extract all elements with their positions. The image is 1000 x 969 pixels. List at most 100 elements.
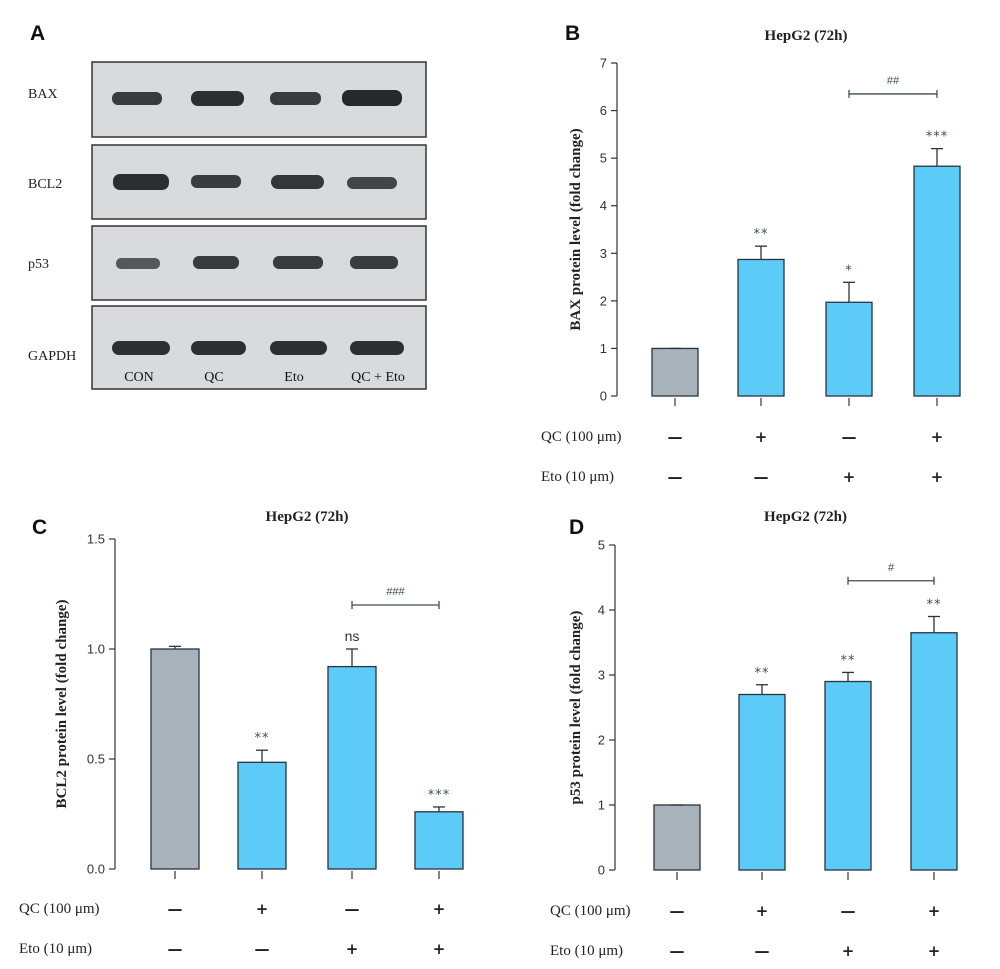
y-tick-label: 3 [598,668,605,683]
y-tick-label: 1 [600,341,607,356]
significance-label: *** [926,130,949,145]
comparison-label: ### [386,586,405,598]
band [113,174,169,190]
band [350,341,404,355]
panel-letter: B [565,22,580,45]
blot-strip-gapdh [91,305,427,390]
eto-treatment-sign: — [754,468,769,486]
comparison-label: ## [887,75,900,87]
significance-label: *** [428,788,451,803]
blot-row-label-bcl2: BCL2 [28,177,62,192]
significance-label: ** [841,653,856,668]
y-tick-label: 5 [598,538,605,553]
p53-bar-chart: D HepG2 (72h) p53 protein level (fold chan… [550,509,958,960]
band [342,90,402,106]
significance-label: ** [255,731,270,746]
band [347,177,397,189]
y-tick-label: 3 [600,246,607,261]
band [273,256,323,269]
bar [237,761,287,870]
y-tick-label: 1.0 [87,642,105,657]
chart-title: HepG2 (72h) [266,509,349,525]
eto-treatment-sign: — [755,942,770,960]
panel-letter: C [32,516,47,539]
qc-row-label: QC (100 μm) [541,429,622,445]
y-tick-label: 2 [598,733,605,748]
band [271,175,324,189]
y-tick-label: 4 [600,198,607,213]
y-tick-label: 5 [600,151,607,166]
blot-lane-label: QC [204,370,223,385]
panel-letter-a: A [30,22,45,45]
eto-treatment-sign: — [670,942,685,960]
band [191,341,246,355]
chart-title: HepG2 (72h) [765,28,848,44]
qc-treatment-sign: + [433,900,446,918]
qc-treatment-sign: — [345,900,360,918]
bar [653,804,701,871]
qc-treatment-sign: + [256,900,269,918]
eto-treatment-sign: + [843,468,856,486]
qc-row-label: QC (100 μm) [19,901,100,917]
qc-treatment-sign: — [841,902,856,920]
y-tick-label: 1.5 [87,532,105,547]
eto-treatment-sign: — [168,940,183,958]
blot-lane-label: Eto [284,370,303,385]
eto-treatment-sign: + [842,942,855,960]
eto-treatment-sign: + [931,468,944,486]
blot-lane-label: CON [124,370,154,385]
significance-label: ** [927,598,942,613]
band [350,256,398,269]
qc-treatment-sign: — [168,900,183,918]
bar [327,665,377,870]
eto-treatment-sign: + [928,942,941,960]
blot-strip-bcl2 [91,144,427,220]
y-tick-label: 0 [598,863,605,878]
band [191,175,241,188]
eto-row-label: Eto (10 μm) [550,943,623,959]
eto-treatment-sign: — [668,468,683,486]
band [112,92,162,105]
bar [737,258,785,397]
y-tick-label: 7 [600,56,607,71]
eto-row-label: Eto (10 μm) [541,469,614,485]
qc-treatment-sign: + [755,428,768,446]
y-axis-label: BAX protein level (fold change) [568,128,584,330]
bar [910,632,958,871]
significance-label: * [845,263,853,278]
significance-label: ** [755,666,770,681]
panel-letter: D [569,516,584,539]
y-tick-label: 0 [600,389,607,404]
bar [150,648,200,870]
y-tick-label: 0.0 [87,862,105,877]
y-tick-label: 6 [600,103,607,118]
band [270,341,327,355]
qc-treatment-sign: — [668,428,683,446]
bar [738,693,786,871]
band [191,91,244,106]
blot-strip-bax [91,61,427,138]
qc-row-label: QC (100 μm) [550,903,631,919]
qc-treatment-sign: — [670,902,685,920]
blot-row-label-p53: p53 [28,257,49,272]
bar [824,680,872,871]
y-tick-label: 2 [600,293,607,308]
y-axis-label: BCL2 protein level (fold change) [54,600,70,809]
significance-label: ns [345,628,360,644]
y-tick-label: 0.5 [87,752,105,767]
band [193,256,239,269]
y-tick-label: 4 [598,603,605,618]
eto-treatment-sign: + [433,940,446,958]
eto-treatment-sign: — [255,940,270,958]
comparison-label: # [888,562,895,574]
band [116,258,160,269]
y-tick-label: 1 [598,798,605,813]
qc-treatment-sign: + [756,902,769,920]
bar [651,347,699,397]
western-blot-panel: A BA [28,22,427,390]
band [270,92,321,105]
eto-treatment-sign: + [346,940,359,958]
blot-strip-p53 [91,225,427,301]
bar [913,165,961,397]
